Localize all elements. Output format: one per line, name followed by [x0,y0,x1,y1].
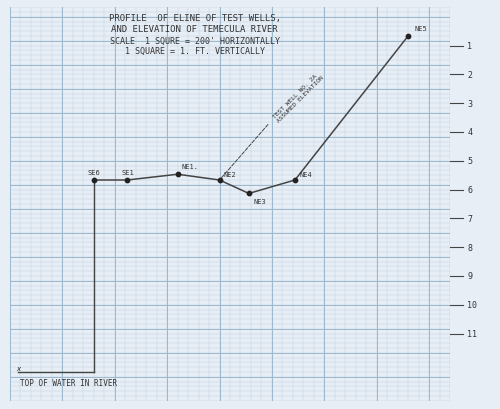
Text: 9: 9 [468,272,472,281]
Text: TEST WELL NO. 2A
ASSUMED ELEVATION: TEST WELL NO. 2A ASSUMED ELEVATION [272,70,324,123]
Text: NE1.: NE1. [182,164,199,170]
Text: 11: 11 [468,329,477,338]
Text: SE6: SE6 [88,170,101,176]
Point [216,177,224,184]
Text: 7: 7 [468,214,472,223]
Text: PROFILE  OF ELINE OF TEST WELLS,: PROFILE OF ELINE OF TEST WELLS, [109,14,281,23]
Text: TOP OF WATER IN RIVER: TOP OF WATER IN RIVER [20,378,117,387]
Text: 4: 4 [468,128,472,137]
Point [90,177,98,184]
Text: 3: 3 [468,99,472,108]
Text: 6: 6 [468,186,472,195]
Text: 2: 2 [468,71,472,80]
Point [174,171,182,178]
Text: x: x [16,365,20,371]
Text: NE2: NE2 [224,172,236,178]
Text: 5: 5 [468,157,472,166]
Text: SCALE  1 SQURE = 200' HORIZONTALLY: SCALE 1 SQURE = 200' HORIZONTALLY [110,37,280,46]
Text: AND ELEVATION OF TEMECULA RIVER: AND ELEVATION OF TEMECULA RIVER [112,25,278,34]
Text: NE4: NE4 [299,172,312,178]
Point [124,177,132,184]
Text: SE1: SE1 [121,170,134,176]
Text: 1 SQUARE = 1. FT. VERTICALLY: 1 SQUARE = 1. FT. VERTICALLY [125,47,265,56]
Text: NE3: NE3 [253,198,266,204]
Text: 8: 8 [468,243,472,252]
Text: 10: 10 [468,301,477,310]
Point [404,34,412,40]
Text: 1: 1 [468,42,472,51]
Point [291,177,299,184]
Point [245,191,253,197]
Text: NE5: NE5 [414,26,427,32]
